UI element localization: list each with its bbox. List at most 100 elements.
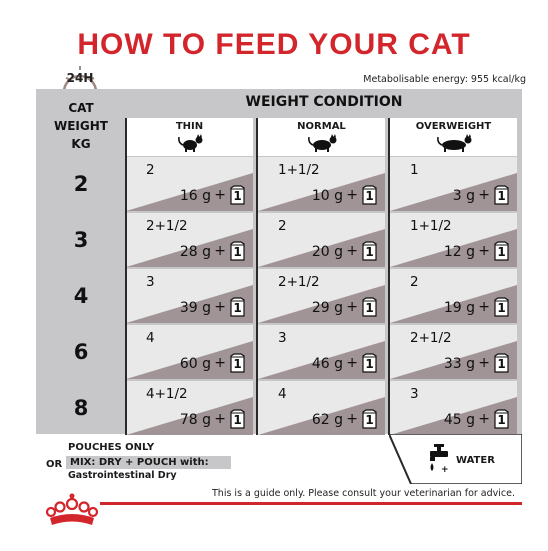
cat-weight-value: 2 [73,172,89,196]
pouches-only-label: POUCHES ONLY [68,442,155,453]
svg-text:+: + [441,465,449,474]
dry-quantity: 28 g [179,244,211,260]
pouch-icon-number: 1 [233,189,242,203]
pouch-icon-number: 1 [365,413,374,427]
pouch-quantity: 3 [410,386,419,402]
cat-silhouette-icon [177,134,202,152]
royal-canin-crown-logo [44,492,100,528]
disclaimer: This is a guide only. Please consult you… [212,488,516,499]
pouch-quantity: 2 [146,162,155,178]
feeding-cell: 1 3 g +1 [390,157,517,211]
pouch-quantity: 2+1/2 [410,330,452,346]
cat-weight-line: KG [71,137,91,151]
plus-sign: + [214,411,226,427]
pouch-icon: 1 [362,297,377,317]
pouch-icon: 1 [362,185,377,205]
feeding-cell: 4+1/2 78 g +1 [126,381,253,435]
plus-sign: + [478,187,490,203]
feeding-cell: 1+1/2 12 g +1 [390,213,517,267]
plus-sign: + [346,411,358,427]
pouch-icon: 1 [362,353,377,373]
clock-icon: 24H [60,64,100,94]
pouch-icon-number: 1 [497,357,506,371]
feeding-cell: 4 62 g +1 [258,381,385,435]
pouch-icon-number: 1 [497,189,506,203]
pouch-icon: 1 [230,241,245,261]
mix-label: MIX: DRY + POUCH with: [70,457,209,468]
cat-weight-header: CAT WEIGHT KG [36,99,126,153]
column-separator [388,118,390,435]
plus-sign: + [478,299,490,315]
plus-sign: + [214,187,226,203]
dry-quantity: 33 g [443,356,475,372]
water-faucet-icon: + [428,444,450,475]
pouch-icon-number: 1 [497,413,506,427]
pouch-icon: 1 [230,185,245,205]
feeding-cell: 4 60 g +1 [126,325,253,379]
dry-quantity: 20 g [311,244,343,260]
pouch-icon-number: 1 [365,189,374,203]
feeding-cell: 1+1/2 10 g +1 [258,157,385,211]
plus-sign: + [478,243,490,259]
dry-quantity: 62 g [311,412,343,428]
cat-silhouette-icon [307,134,336,152]
column-separator [256,118,258,435]
plus-sign: + [346,187,358,203]
pouch-quantity: 2+1/2 [146,218,188,234]
column-header-overweight: OVERWEIGHT [390,118,517,156]
pouch-icon: 1 [230,353,245,373]
column-header-normal: NORMAL [258,118,385,156]
feeding-cell: 2 16 g +1 [126,157,253,211]
cell-diagonal-background [390,269,517,323]
dry-quantity: 19 g [443,300,475,316]
cell-diagonal-background [126,213,253,267]
pouch-icon-number: 1 [365,357,374,371]
pouch-icon: 1 [494,297,509,317]
pouch-quantity: 3 [146,274,155,290]
plus-sign: + [214,299,226,315]
pouch-quantity: 1 [410,162,419,178]
mix-swatch [66,456,231,469]
dry-quantity: 12 g [443,244,475,260]
dry-quantity: 45 g [443,412,475,428]
plus-sign: + [346,355,358,371]
weight-condition-header: WEIGHT CONDITION [245,94,403,110]
cat-weight-line: WEIGHT [54,119,108,133]
column-label: NORMAL [297,121,346,132]
dry-quantity: 39 g [179,300,211,316]
pouch-icon-number: 1 [233,413,242,427]
pouch-icon: 1 [230,297,245,317]
column-label: THIN [175,121,204,132]
column-separator [125,118,127,435]
plus-sign: + [478,411,490,427]
page-title: HOW TO FEED YOUR CAT [77,28,471,61]
pouch-icon: 1 [494,241,509,261]
pouch-icon: 1 [494,185,509,205]
feeding-cell: 2+1/2 28 g +1 [126,213,253,267]
cat-weight-line: CAT [68,101,94,115]
cell-diagonal-background [390,213,517,267]
pouch-icon-number: 1 [233,357,242,371]
pouch-icon-number: 1 [497,301,506,315]
clock-label: 24H [66,71,94,85]
pouch-icon: 1 [230,409,245,429]
dry-quantity: 60 g [179,356,211,372]
pouch-quantity: 2 [410,274,419,290]
dry-quantity: 10 g [311,188,343,204]
cat-silhouette-icon [436,134,471,152]
cell-diagonal-background [126,325,253,379]
plus-sign: + [214,243,226,259]
pouch-quantity: 4+1/2 [146,386,188,402]
dry-quantity: 46 g [311,356,343,372]
water-label: WATER [456,455,495,466]
pouch-quantity: 3 [278,330,287,346]
column-label: OVERWEIGHT [415,121,492,132]
cell-diagonal-background [390,381,517,435]
pouch-icon-number: 1 [497,245,506,259]
cat-weight-value: 4 [73,284,89,308]
pouch-icon: 1 [494,353,509,373]
feeding-cell: 2 20 g +1 [258,213,385,267]
pouch-icon-number: 1 [365,301,374,315]
footer-divider [100,502,522,505]
plus-sign: + [478,355,490,371]
